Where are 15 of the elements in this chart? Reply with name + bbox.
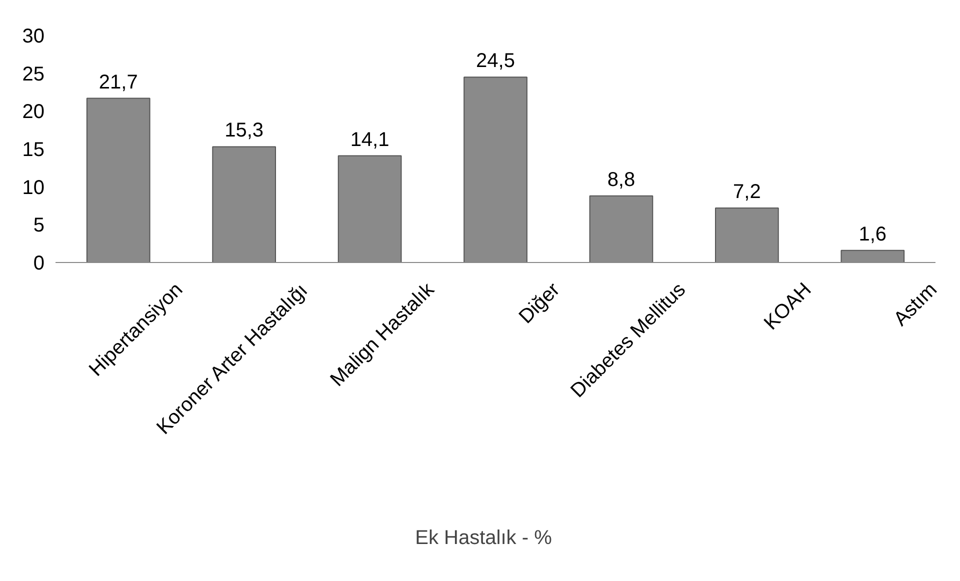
y-tick-label: 10 [22,176,45,199]
y-tick-label: 15 [22,139,45,161]
data-label: 8,8 [607,168,636,191]
data-label: 14,1 [350,128,390,151]
y-tick-label: 25 [22,63,45,86]
data-label: 21,7 [98,71,138,94]
y-tick-label: 0 [33,252,44,274]
data-label: 7,2 [733,181,761,204]
text: Ek Hastalık - % [415,527,552,550]
y-tick-label: 30 [22,26,45,48]
y-tick-label: 5 [33,214,44,237]
data-label: 24,5 [476,50,515,72]
data-label: 1,6 [858,223,887,246]
data-label: 15,3 [224,120,264,142]
y-tick-label: 20 [22,101,45,124]
